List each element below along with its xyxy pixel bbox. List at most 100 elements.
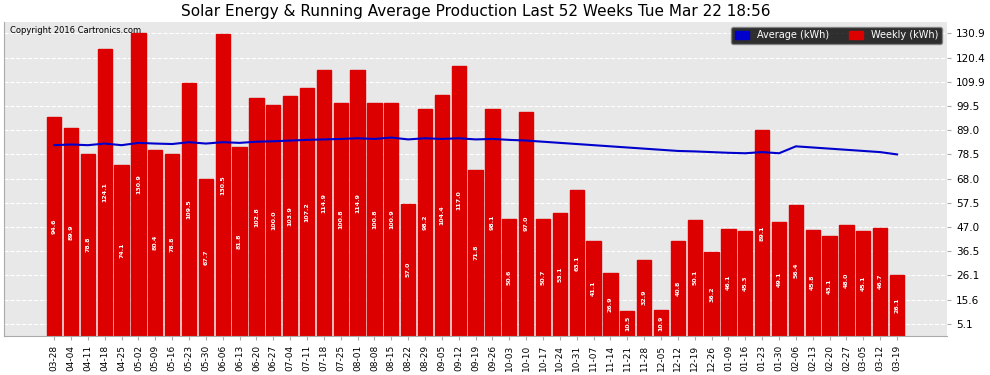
Text: 100.8: 100.8	[339, 210, 344, 229]
Bar	[519, 112, 534, 336]
Bar	[873, 228, 887, 336]
Bar	[485, 109, 500, 336]
Bar	[199, 179, 213, 336]
Text: 50.1: 50.1	[692, 270, 697, 285]
Text: 130.9: 130.9	[136, 175, 141, 194]
Bar	[435, 94, 449, 336]
Text: 48.0: 48.0	[843, 273, 849, 288]
Bar	[115, 165, 129, 336]
Bar	[249, 98, 263, 336]
Bar	[216, 34, 230, 336]
Legend: Average (kWh), Weekly (kWh): Average (kWh), Weekly (kWh)	[731, 27, 942, 44]
Bar	[789, 206, 803, 336]
Bar	[367, 103, 381, 336]
Text: 109.5: 109.5	[186, 200, 191, 219]
Bar	[671, 242, 685, 336]
Bar	[283, 96, 297, 336]
Text: 103.9: 103.9	[288, 206, 293, 225]
Text: 45.1: 45.1	[861, 276, 866, 291]
Bar	[64, 128, 78, 336]
Text: 45.8: 45.8	[810, 275, 815, 291]
Text: 81.8: 81.8	[238, 233, 243, 249]
Text: 32.9: 32.9	[642, 290, 646, 305]
Text: 114.9: 114.9	[322, 193, 327, 213]
Bar	[620, 311, 635, 336]
Text: 102.8: 102.8	[254, 207, 259, 227]
Bar	[569, 190, 584, 336]
Bar	[418, 109, 433, 336]
Text: 50.7: 50.7	[541, 269, 545, 285]
Text: 78.8: 78.8	[169, 237, 174, 252]
Text: 107.2: 107.2	[305, 202, 310, 222]
Bar	[300, 88, 314, 336]
Text: 26.9: 26.9	[608, 297, 613, 312]
Text: 89.9: 89.9	[68, 224, 73, 240]
Text: 98.2: 98.2	[423, 214, 428, 230]
Text: 100.9: 100.9	[389, 209, 394, 229]
Bar	[806, 230, 820, 336]
Text: 94.6: 94.6	[51, 219, 56, 234]
Text: 63.1: 63.1	[574, 255, 579, 270]
Bar	[233, 147, 247, 336]
Bar	[536, 219, 550, 336]
Bar	[653, 310, 668, 336]
Text: 43.1: 43.1	[827, 278, 833, 294]
Bar	[823, 236, 837, 336]
Text: 41.1: 41.1	[591, 280, 596, 296]
Text: 130.5: 130.5	[220, 175, 226, 195]
Text: 100.0: 100.0	[271, 210, 276, 230]
Text: 50.6: 50.6	[507, 270, 512, 285]
Bar	[603, 273, 618, 336]
Bar	[98, 49, 112, 336]
Text: 36.2: 36.2	[709, 286, 714, 302]
Text: 124.1: 124.1	[102, 182, 107, 202]
Text: Copyright 2016 Cartronics.com: Copyright 2016 Cartronics.com	[10, 26, 141, 35]
Text: 46.1: 46.1	[726, 274, 731, 290]
Text: 26.1: 26.1	[895, 298, 900, 313]
Text: 10.5: 10.5	[625, 316, 630, 331]
Text: 53.1: 53.1	[557, 267, 562, 282]
Text: 117.0: 117.0	[456, 190, 461, 210]
Bar	[148, 150, 162, 336]
Text: 89.1: 89.1	[759, 225, 764, 240]
Title: Solar Energy & Running Average Production Last 52 Weeks Tue Mar 22 18:56: Solar Energy & Running Average Productio…	[181, 4, 770, 19]
Bar	[401, 204, 416, 336]
Text: 78.8: 78.8	[85, 237, 90, 252]
Bar	[468, 170, 483, 336]
Bar	[637, 260, 651, 336]
Bar	[266, 105, 280, 336]
Bar	[502, 219, 517, 336]
Text: 46.7: 46.7	[878, 274, 883, 290]
Bar	[317, 70, 331, 336]
Bar	[334, 103, 347, 336]
Bar	[384, 103, 399, 336]
Text: 49.1: 49.1	[776, 271, 781, 286]
Bar	[739, 231, 752, 336]
Bar	[451, 66, 466, 336]
Text: 114.9: 114.9	[355, 193, 360, 213]
Bar	[840, 225, 853, 336]
Bar	[688, 220, 702, 336]
Text: 67.7: 67.7	[203, 250, 209, 265]
Bar	[552, 213, 567, 336]
Text: 45.3: 45.3	[742, 276, 747, 291]
Text: 57.0: 57.0	[406, 262, 411, 278]
Bar	[890, 275, 904, 336]
Text: 104.4: 104.4	[440, 205, 445, 225]
Bar	[48, 117, 61, 336]
Text: 40.8: 40.8	[675, 281, 680, 296]
Bar	[722, 229, 736, 336]
Bar	[755, 130, 769, 336]
Bar	[182, 83, 196, 336]
Text: 10.9: 10.9	[658, 315, 663, 331]
Bar	[586, 241, 601, 336]
Bar	[81, 154, 95, 336]
Text: 71.8: 71.8	[473, 245, 478, 261]
Bar	[772, 222, 786, 336]
Text: 74.1: 74.1	[119, 242, 124, 258]
Bar	[856, 231, 870, 336]
Bar	[132, 33, 146, 336]
Text: 97.0: 97.0	[524, 216, 529, 231]
Text: 100.8: 100.8	[372, 210, 377, 229]
Text: 56.4: 56.4	[793, 263, 798, 278]
